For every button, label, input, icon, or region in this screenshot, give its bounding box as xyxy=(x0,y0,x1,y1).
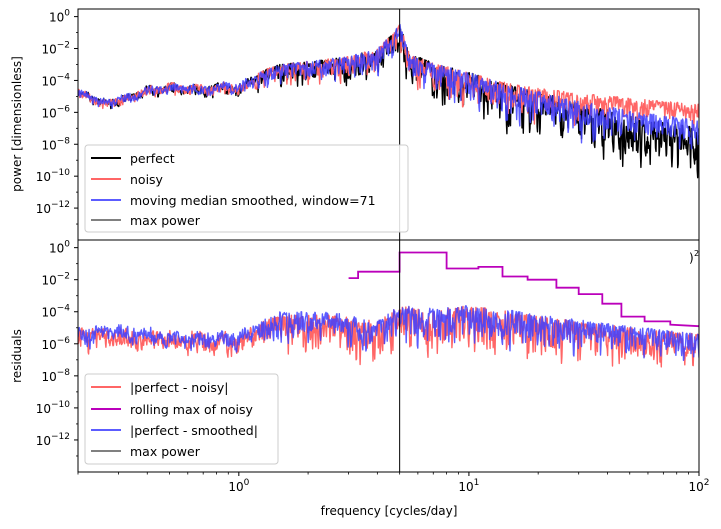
y-tick-label-1-3: 10−6 xyxy=(41,336,70,352)
top-legend: perfect noisy moving median smoothed, wi… xyxy=(84,144,409,233)
bottom-legend-label-perfect-smoothed: |perfect - smoothed| xyxy=(130,423,258,438)
y-tick-label-1-1: 10−2 xyxy=(41,272,70,288)
top-legend-item-perfect: perfect xyxy=(91,151,175,166)
bottom-legend-label-max-power: max power xyxy=(130,444,201,459)
top-plot-area xyxy=(78,9,699,240)
x-tick-label-0: 100 xyxy=(228,478,249,494)
bottom-axes-frame xyxy=(77,239,700,473)
x-tick-label-1: 101 xyxy=(458,478,479,494)
bottom-legend-item-perfect-noisy: |perfect - noisy| xyxy=(91,380,228,395)
y-tick-label-1-5: 10−10 xyxy=(36,400,71,416)
top-legend-label-smoothed: moving median smoothed, window=71 xyxy=(130,193,376,208)
y-tick-label-0-1: 10−2 xyxy=(41,41,70,57)
bottom-legend-label-perfect-noisy: |perfect - noisy| xyxy=(130,380,228,395)
top-y-axis-title: power [dimensionless] xyxy=(10,56,24,192)
top-legend-label-perfect: perfect xyxy=(130,151,175,166)
top-legend-label-max-power: max power xyxy=(130,213,201,228)
y-tick-label-0-4: 10−8 xyxy=(41,136,70,152)
bottom-y-axis-title: residuals xyxy=(10,329,24,383)
top-legend-item-max-power: max power xyxy=(91,213,201,228)
top-legend-item-noisy: noisy xyxy=(91,172,164,187)
y-tick-label-1-0: 100 xyxy=(49,240,70,256)
series-0-2-line xyxy=(78,23,699,150)
top-legend-item-smoothed: moving median smoothed, window=71 xyxy=(91,193,376,208)
top-y-axis: 100 10−2 10−4 10−6 10−8 10−10 10−12 xyxy=(36,9,78,225)
bottom-plot-area xyxy=(78,240,699,472)
bottom-legend-item-max-power: max power xyxy=(91,444,201,459)
y-tick-label-1-2: 10−4 xyxy=(41,304,70,320)
y-tick-label-0-3: 10−6 xyxy=(41,104,70,120)
y-tick-label-0-0: 100 xyxy=(49,9,70,25)
bottom-legend-label-rolling-max: rolling max of noisy xyxy=(130,402,254,417)
y-tick-label-0-5: 10−10 xyxy=(36,168,71,184)
top-x-tick-label-clipped-exp: 2 xyxy=(694,249,699,258)
series-1-2-line xyxy=(78,305,699,361)
top-panel: 100 10−2 10−4 10−6 10−8 10−10 10−12 power [dim… xyxy=(10,8,700,265)
y-tick-label-0-6: 10−12 xyxy=(36,200,70,216)
bottom-x-axis-title: frequency [cycles/day] xyxy=(321,504,458,518)
bottom-legend-item-perfect-smoothed: |perfect - smoothed| xyxy=(91,423,258,438)
series-1-1-line xyxy=(348,251,699,328)
top-legend-label-noisy: noisy xyxy=(130,172,164,187)
top-legend-box xyxy=(84,144,409,233)
bottom-legend: |perfect - noisy| rolling max of noisy |… xyxy=(84,373,279,465)
bottom-legend-box xyxy=(84,373,279,465)
bottom-legend-item-rolling-max: rolling max of noisy xyxy=(91,402,254,417)
x-tick-label-2: 102 xyxy=(688,478,709,494)
y-tick-label-0-2: 10−4 xyxy=(41,72,70,88)
y-tick-label-1-6: 10−12 xyxy=(36,432,70,448)
bottom-x-axis: 100 101 102 xyxy=(77,472,710,494)
top-x-tick-label-clipped: ) xyxy=(689,251,694,265)
bottom-y-axis: 100 10−2 10−4 10−6 10−8 10−10 10−12 xyxy=(36,240,78,457)
y-tick-label-1-4: 10−8 xyxy=(41,368,70,384)
